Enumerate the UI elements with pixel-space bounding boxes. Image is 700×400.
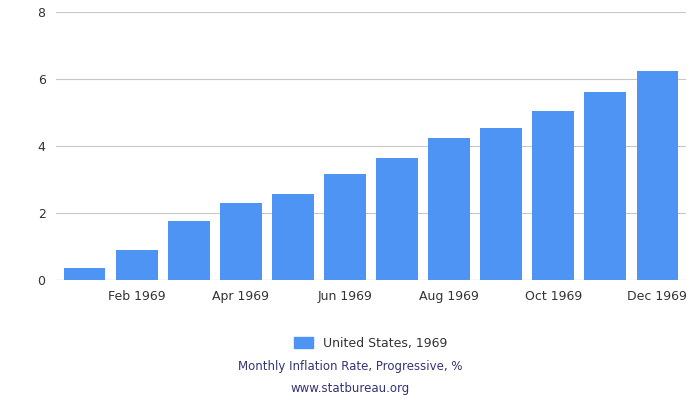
Bar	[428, 138, 470, 280]
Bar	[376, 158, 418, 280]
Bar	[584, 92, 626, 280]
Bar	[116, 250, 158, 280]
Bar	[533, 111, 574, 280]
Bar	[324, 174, 366, 280]
Bar	[636, 71, 678, 280]
Text: Monthly Inflation Rate, Progressive, %: Monthly Inflation Rate, Progressive, %	[238, 360, 462, 373]
Bar	[480, 128, 522, 280]
Text: www.statbureau.org: www.statbureau.org	[290, 382, 410, 395]
Bar	[220, 203, 262, 280]
Bar	[64, 268, 106, 280]
Bar	[168, 221, 209, 280]
Legend: United States, 1969: United States, 1969	[289, 332, 453, 355]
Bar	[272, 194, 314, 280]
